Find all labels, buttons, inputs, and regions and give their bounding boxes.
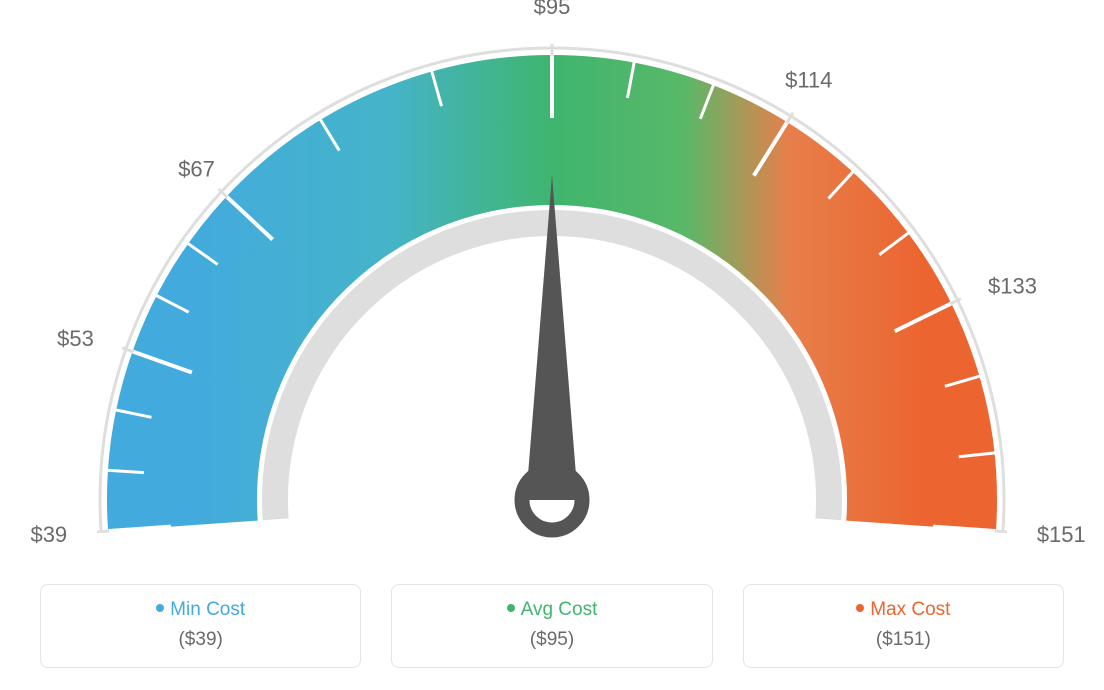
legend-min: Min Cost ($39) <box>40 584 361 668</box>
legend-avg: Avg Cost ($95) <box>391 584 712 668</box>
legend-avg-label: Avg Cost <box>521 599 598 620</box>
svg-text:$39: $39 <box>30 522 67 547</box>
dot-icon <box>507 604 515 612</box>
legend-max: Max Cost ($151) <box>743 584 1064 668</box>
legend-min-title: Min Cost <box>41 599 360 621</box>
svg-text:$95: $95 <box>534 0 571 19</box>
dot-icon <box>856 604 864 612</box>
svg-text:$67: $67 <box>178 157 215 182</box>
svg-text:$133: $133 <box>988 273 1037 298</box>
svg-text:$151: $151 <box>1037 522 1086 547</box>
legend-avg-value: ($95) <box>392 629 711 651</box>
legend-avg-title: Avg Cost <box>392 599 711 621</box>
gauge-chart: $39 $53 $67 $95 $114 $133 $151 <box>0 0 1104 560</box>
legend-min-value: ($39) <box>41 629 360 651</box>
legend-max-label: Max Cost <box>870 599 950 620</box>
svg-text:$53: $53 <box>57 326 94 351</box>
legend-max-value: ($151) <box>744 629 1063 651</box>
legend-max-title: Max Cost <box>744 599 1063 621</box>
dot-icon <box>156 604 164 612</box>
svg-text:$114: $114 <box>785 67 832 92</box>
legend-row: Min Cost ($39) Avg Cost ($95) Max Cost (… <box>40 584 1064 668</box>
legend-min-label: Min Cost <box>170 599 245 620</box>
